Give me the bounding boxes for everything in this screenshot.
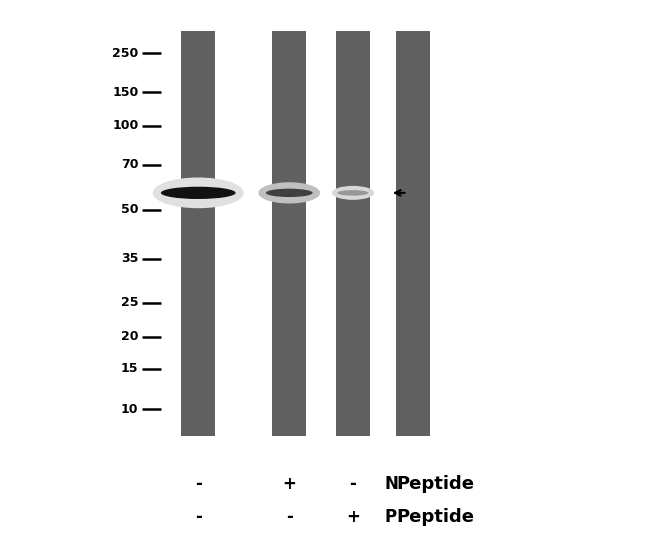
Text: +: +: [346, 508, 360, 526]
Text: 50: 50: [121, 203, 138, 216]
Bar: [396, 31, 430, 436]
Bar: [272, 31, 306, 436]
Text: -: -: [195, 508, 202, 526]
Ellipse shape: [153, 177, 244, 208]
Text: -: -: [195, 475, 202, 492]
Bar: [336, 31, 370, 436]
Text: 250: 250: [112, 46, 138, 60]
Text: Peptide: Peptide: [396, 508, 474, 526]
Text: 70: 70: [121, 158, 138, 172]
Ellipse shape: [332, 186, 374, 200]
Text: P: P: [385, 508, 397, 526]
Text: N: N: [385, 475, 398, 492]
Text: 25: 25: [121, 296, 138, 310]
Text: Peptide: Peptide: [396, 475, 474, 492]
Text: 20: 20: [121, 330, 138, 343]
Ellipse shape: [259, 182, 320, 203]
Text: 35: 35: [121, 252, 138, 266]
Text: 100: 100: [112, 119, 138, 132]
Text: 150: 150: [112, 86, 138, 99]
Text: -: -: [350, 475, 356, 492]
Ellipse shape: [266, 188, 313, 197]
Text: 10: 10: [121, 402, 138, 416]
Text: -: -: [286, 508, 292, 526]
Bar: [181, 31, 215, 436]
Text: +: +: [282, 475, 296, 492]
Text: 15: 15: [121, 362, 138, 376]
Ellipse shape: [161, 187, 235, 199]
Ellipse shape: [337, 190, 369, 196]
